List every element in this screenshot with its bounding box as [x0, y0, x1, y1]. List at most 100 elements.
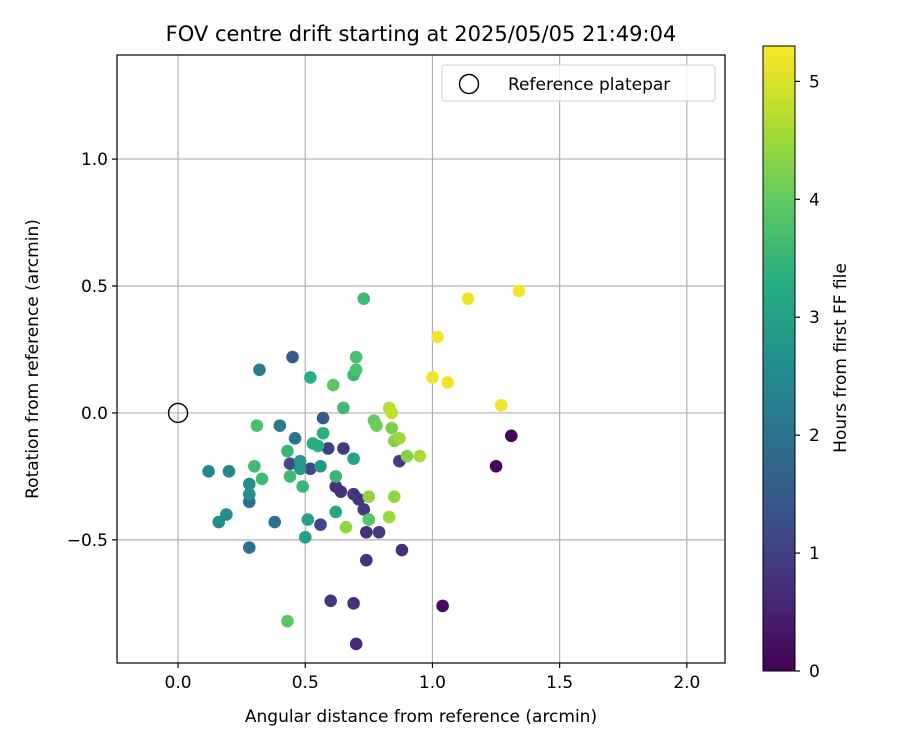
- data-point: [362, 490, 376, 504]
- x-axis-ticks: 0.0 0.5 1.0 1.5 2.0: [165, 663, 700, 693]
- data-point: [349, 350, 363, 364]
- data-point: [273, 419, 287, 432]
- data-point: [286, 350, 299, 364]
- reference-platepar-marker: [167, 402, 189, 424]
- data-point: [321, 442, 335, 455]
- data-point: [326, 378, 340, 392]
- data-point: [512, 284, 526, 298]
- colorbar-gradient: [762, 45, 796, 672]
- y-tick-label: 1.0: [81, 150, 108, 170]
- data-point: [222, 465, 236, 478]
- x-tick-label: 0.5: [292, 673, 319, 693]
- x-tick-label: 1.5: [546, 673, 573, 693]
- data-point: [337, 442, 350, 455]
- grid-lines: [117, 55, 725, 663]
- data-point: [329, 480, 343, 493]
- colorbar-tick-label: 1: [809, 544, 820, 564]
- data-point: [316, 411, 330, 425]
- data-point: [347, 452, 360, 465]
- legend-marker-icon: [458, 73, 480, 95]
- data-point: [212, 515, 226, 529]
- data-point: [382, 510, 396, 524]
- colorbar-tick-label: 2: [809, 426, 820, 446]
- data-point: [301, 513, 315, 526]
- data-point: [281, 444, 294, 458]
- data-point: [281, 614, 294, 628]
- y-axis-label: Rotation from reference (arcmin): [23, 219, 43, 499]
- data-point: [242, 487, 256, 501]
- data-point: [304, 462, 317, 476]
- data-point: [324, 594, 337, 608]
- data-point: [253, 363, 266, 377]
- colorbar-tick-label: 3: [809, 308, 820, 328]
- data-point: [283, 470, 297, 483]
- data-point: [431, 330, 444, 344]
- colorbar: 0 1 2 3 4 5 Hours from first FF file: [762, 45, 851, 682]
- data-point: [400, 449, 414, 463]
- x-axis-label: Angular distance from reference (arcmin): [245, 707, 597, 727]
- y-tick-label: 0.0: [81, 404, 108, 424]
- data-point: [288, 432, 302, 445]
- colorbar-label: Hours from first FF file: [831, 263, 851, 453]
- colorbar-tick-label: 5: [809, 72, 820, 92]
- chart-title: FOV centre drift starting at 2025/05/05 …: [166, 22, 677, 46]
- legend-box: [441, 64, 716, 102]
- data-point: [314, 459, 327, 473]
- data-point: [393, 432, 406, 445]
- data-point: [329, 470, 343, 483]
- legend-entry-reference: Reference platepar: [508, 75, 670, 95]
- y-tick-label: 0.5: [81, 277, 108, 297]
- data-point: [337, 401, 350, 415]
- data-point: [220, 508, 233, 521]
- data-point: [296, 480, 310, 493]
- data-point: [283, 457, 297, 471]
- data-point: [268, 515, 282, 529]
- colorbar-tick-label: 0: [809, 662, 820, 682]
- data-point: [293, 462, 307, 476]
- data-point: [360, 553, 373, 567]
- data-point: [347, 487, 360, 501]
- data-point: [441, 376, 455, 389]
- x-tick-label: 0.0: [165, 673, 192, 693]
- x-tick-label: 1.0: [419, 673, 446, 693]
- data-point: [505, 429, 518, 443]
- data-point: [298, 531, 312, 544]
- colorbar-tick-label: 4: [809, 190, 820, 210]
- data-point: [242, 477, 256, 491]
- x-tick-label: 2.0: [673, 673, 700, 693]
- data-point: [436, 599, 449, 613]
- data-point: [494, 399, 508, 412]
- data-point: [349, 363, 363, 377]
- data-point: [250, 419, 264, 432]
- reference-marker-group: [167, 402, 189, 424]
- plot-frame: [116, 54, 726, 664]
- data-point: [385, 421, 399, 435]
- data-point: [357, 503, 371, 516]
- data-point: [255, 472, 269, 486]
- data-points: [202, 284, 526, 651]
- data-point: [316, 426, 330, 440]
- data-point: [248, 459, 261, 473]
- data-point: [426, 371, 439, 384]
- y-tick-label: −0.5: [67, 531, 108, 551]
- data-point: [370, 419, 383, 432]
- data-point: [304, 371, 317, 384]
- data-point: [329, 505, 343, 519]
- data-point: [347, 597, 360, 610]
- data-point: [461, 292, 475, 306]
- data-point: [360, 525, 373, 539]
- data-point: [387, 490, 401, 504]
- data-point: [306, 437, 320, 450]
- y-axis-ticks: −0.5 0.0 0.5 1.0: [67, 150, 117, 551]
- data-point: [385, 406, 399, 420]
- data-point: [202, 465, 215, 478]
- data-point: [242, 541, 256, 554]
- data-point: [372, 525, 386, 539]
- data-point: [413, 449, 427, 463]
- data-point: [489, 459, 503, 473]
- data-point: [357, 292, 371, 306]
- data-point: [349, 637, 363, 651]
- data-point: [339, 520, 353, 534]
- data-point: [362, 513, 376, 526]
